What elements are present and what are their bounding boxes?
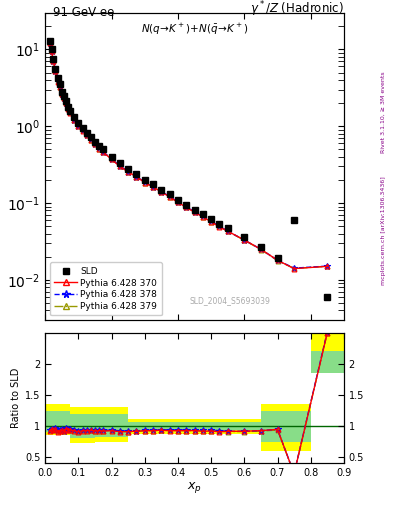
Text: Rivet 3.1.10, ≥ 3M events: Rivet 3.1.10, ≥ 3M events [381, 72, 386, 154]
Legend: SLD, Pythia 6.428 370, Pythia 6.428 378, Pythia 6.428 379: SLD, Pythia 6.428 370, Pythia 6.428 378,… [50, 262, 162, 315]
X-axis label: $x_p$: $x_p$ [187, 480, 202, 495]
Text: 91 GeV ee: 91 GeV ee [53, 7, 114, 19]
Y-axis label: Ratio to SLD: Ratio to SLD [11, 368, 21, 428]
Text: $N(q\!\rightarrow\!K^+)\!+\!N(\bar{q}\!\rightarrow\!K^+)$: $N(q\!\rightarrow\!K^+)\!+\!N(\bar{q}\!\… [141, 22, 248, 37]
Text: SLD_2004_S5693039: SLD_2004_S5693039 [190, 295, 271, 305]
Text: mcplots.cern.ch [arXiv:1306.3436]: mcplots.cern.ch [arXiv:1306.3436] [381, 176, 386, 285]
Text: $\gamma^*/Z$ (Hadronic): $\gamma^*/Z$ (Hadronic) [250, 0, 344, 19]
